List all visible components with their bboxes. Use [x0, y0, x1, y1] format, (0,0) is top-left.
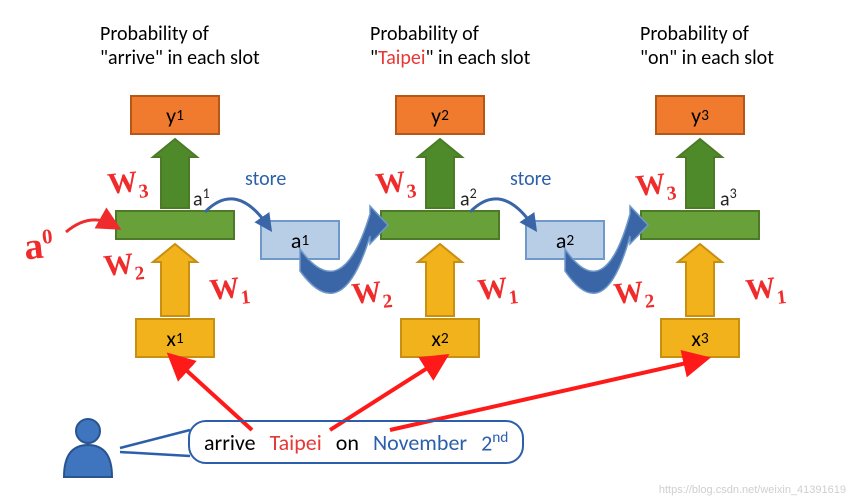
store-box-0: a1 [260, 220, 340, 260]
sentence-word-2: on [336, 429, 359, 456]
hand-W-2: W3 [634, 166, 678, 209]
hand-W-5: W2 [350, 274, 394, 317]
caption-0: Probability of"arrive" in each slot [100, 22, 260, 70]
a0-label: a0 [22, 223, 56, 270]
hand-W-1: W3 [374, 164, 418, 207]
x-box-0: x1 [135, 318, 215, 358]
hand-W-4: W1 [208, 270, 252, 313]
a-box-1 [380, 210, 500, 240]
caption-1: Probability of"Taipei" in each slot [370, 22, 530, 70]
caption-2: Probability of"on" in each slot [640, 22, 774, 70]
a-box-0 [115, 210, 235, 240]
hand-W-7: W2 [612, 274, 656, 317]
sentence-word-4: 2nd [481, 428, 508, 456]
a-box-2 [640, 210, 760, 240]
y-box-2: y3 [655, 95, 745, 135]
store-label-0: store [245, 167, 286, 191]
arrow-ay-0 [153, 139, 197, 208]
a-note-0: a1 [193, 185, 210, 212]
arrow-xa-1 [418, 244, 462, 316]
store-label-1: store [510, 167, 551, 191]
hand-W-0: W3 [106, 164, 150, 207]
x-box-2: x3 [660, 318, 740, 358]
sentence-word-0: arrive [204, 429, 256, 456]
store-box-1: a2 [525, 220, 605, 260]
arrow-ay-2 [678, 139, 722, 208]
sentence-word-1: Taipei [270, 429, 322, 456]
arrow-ay-1 [418, 139, 462, 208]
y-box-1: y2 [395, 95, 485, 135]
y-box-0: y1 [130, 95, 220, 135]
sentence-box: arrive Taipei on November 2nd [188, 420, 524, 464]
user-icon [58, 415, 118, 485]
arrow-xa-0 [153, 244, 197, 316]
x-box-1: x2 [400, 318, 480, 358]
watermark: https://blog.csdn.net/weixin_41391619 [659, 484, 846, 496]
diagram-canvas: Probability of"arrive" in each slot Proba… [0, 0, 852, 500]
arrow-xa-2 [678, 244, 722, 316]
hand-W-8: W1 [744, 270, 788, 313]
hand-W-6: W1 [476, 270, 520, 313]
sentence-word-3: November [373, 429, 467, 456]
bubble-line-1 [120, 430, 190, 448]
bubble-line-2 [120, 452, 190, 456]
a-note-1: a2 [460, 185, 477, 212]
a0-arrow [66, 220, 113, 232]
a-note-2: a3 [720, 185, 737, 212]
hand-W-3: W2 [102, 246, 146, 289]
